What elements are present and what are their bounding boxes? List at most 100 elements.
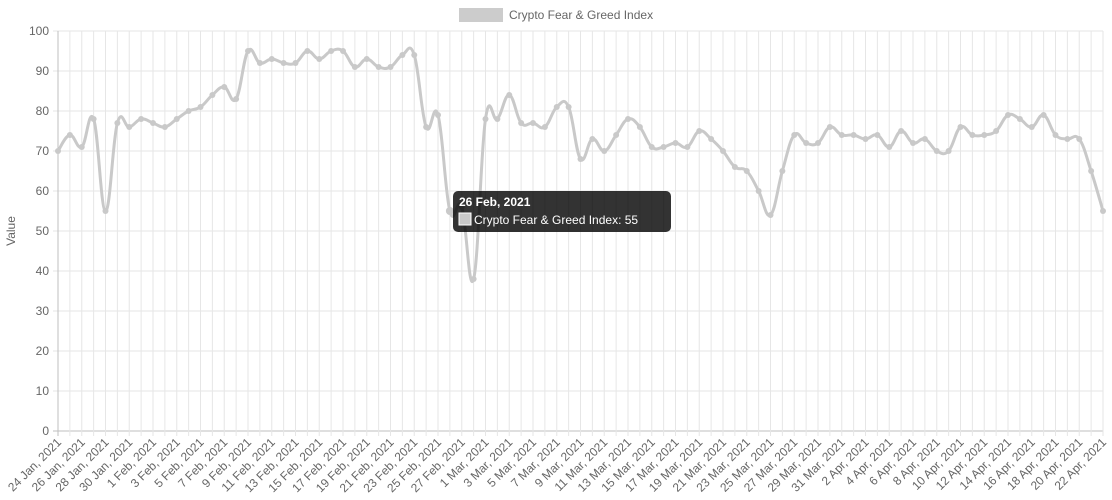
data-point[interactable] <box>993 128 1000 134</box>
y-tick-label: 100 <box>29 24 49 38</box>
data-point[interactable] <box>1064 136 1071 142</box>
data-point[interactable] <box>731 164 738 170</box>
data-point[interactable] <box>78 144 85 150</box>
data-point[interactable] <box>197 104 204 110</box>
data-point[interactable] <box>506 92 513 98</box>
y-tick-label: 0 <box>42 424 49 438</box>
data-point[interactable] <box>898 128 905 134</box>
data-point[interactable] <box>351 64 358 70</box>
legend[interactable]: Crypto Fear & Greed Index <box>459 8 653 22</box>
data-point[interactable] <box>114 120 121 126</box>
data-point[interactable] <box>933 148 940 154</box>
data-point[interactable] <box>363 56 370 62</box>
data-point[interactable] <box>494 116 501 122</box>
data-point[interactable] <box>1100 208 1106 214</box>
y-tick-label: 70 <box>36 144 50 158</box>
data-point[interactable] <box>672 140 679 146</box>
data-point[interactable] <box>779 168 786 174</box>
data-point[interactable] <box>399 52 406 58</box>
data-point[interactable] <box>886 144 893 150</box>
data-point[interactable] <box>743 168 750 174</box>
data-point[interactable] <box>173 116 180 122</box>
data-point[interactable] <box>530 120 536 126</box>
tooltip: 26 Feb, 2021 Crypto Fear & Greed Index: … <box>453 191 671 232</box>
data-point[interactable] <box>209 92 216 98</box>
data-point[interactable] <box>696 128 703 134</box>
data-point[interactable] <box>625 116 631 122</box>
data-point[interactable] <box>838 132 845 138</box>
data-point[interactable] <box>613 132 620 138</box>
data-point[interactable] <box>268 56 275 62</box>
data-point[interactable] <box>233 96 240 102</box>
data-point[interactable] <box>910 140 916 146</box>
data-point[interactable] <box>862 136 869 142</box>
data-point[interactable] <box>791 132 798 138</box>
data-point[interactable] <box>601 148 608 154</box>
data-point[interactable] <box>1040 112 1047 118</box>
data-point[interactable] <box>90 116 97 122</box>
data-point[interactable] <box>755 188 762 194</box>
data-point[interactable] <box>1088 168 1095 174</box>
data-point[interactable] <box>553 104 560 110</box>
data-point[interactable] <box>1076 136 1083 142</box>
data-point[interactable] <box>423 124 430 130</box>
data-point[interactable] <box>161 124 168 130</box>
data-point[interactable] <box>636 124 643 130</box>
data-point[interactable] <box>221 84 228 90</box>
data-point[interactable] <box>1005 112 1011 118</box>
data-point[interactable] <box>815 140 821 146</box>
data-point[interactable] <box>387 64 394 70</box>
data-point[interactable] <box>126 124 133 130</box>
tooltip-title: 26 Feb, 2021 <box>459 195 531 209</box>
y-tick-label: 90 <box>36 64 50 78</box>
data-point[interactable] <box>1052 132 1059 138</box>
data-point[interactable] <box>375 64 382 70</box>
data-point[interactable] <box>411 52 418 58</box>
tooltip-swatch <box>458 212 472 226</box>
data-point[interactable] <box>328 48 335 54</box>
data-point[interactable] <box>150 120 156 126</box>
data-point[interactable] <box>577 156 584 162</box>
data-point[interactable] <box>957 124 964 130</box>
data-point[interactable] <box>316 56 323 62</box>
data-point[interactable] <box>921 136 928 142</box>
y-tick-label: 60 <box>36 184 50 198</box>
data-point[interactable] <box>589 136 596 142</box>
data-point[interactable] <box>340 48 346 54</box>
data-point[interactable] <box>720 148 726 154</box>
data-point[interactable] <box>767 212 774 218</box>
data-point[interactable] <box>541 124 548 130</box>
data-point[interactable] <box>1016 116 1023 122</box>
data-point[interactable] <box>185 108 192 114</box>
data-point[interactable] <box>981 132 988 138</box>
data-point[interactable] <box>102 208 109 214</box>
data-point[interactable] <box>304 48 311 54</box>
data-point[interactable] <box>660 144 667 150</box>
data-point[interactable] <box>648 144 655 150</box>
data-point[interactable] <box>470 276 477 282</box>
data-point[interactable] <box>945 148 952 154</box>
data-point[interactable] <box>435 112 441 118</box>
data-point[interactable] <box>292 60 299 66</box>
hovered-data-point[interactable] <box>445 207 454 215</box>
data-point[interactable] <box>256 60 263 66</box>
data-point[interactable] <box>245 48 251 54</box>
data-point[interactable] <box>708 136 715 142</box>
data-point[interactable] <box>518 120 525 126</box>
data-point[interactable] <box>874 132 881 138</box>
data-point[interactable] <box>138 116 145 122</box>
data-point[interactable] <box>684 144 691 150</box>
data-point[interactable] <box>826 124 833 130</box>
legend-label: Crypto Fear & Greed Index <box>509 8 653 22</box>
data-point[interactable] <box>1028 124 1035 130</box>
data-point[interactable] <box>280 60 287 66</box>
data-point[interactable] <box>482 116 489 122</box>
data-point[interactable] <box>565 104 572 110</box>
data-point[interactable] <box>803 140 810 146</box>
data-point[interactable] <box>66 132 73 138</box>
data-point[interactable] <box>969 132 976 138</box>
data-point[interactable] <box>55 148 61 154</box>
data-point[interactable] <box>850 132 857 138</box>
